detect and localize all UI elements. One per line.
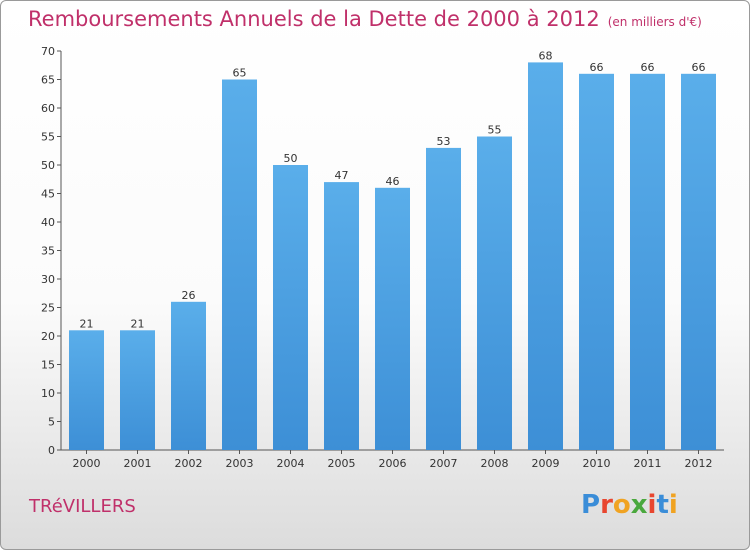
bar-2008 [477, 136, 512, 450]
y-tick-label: 65 [41, 74, 55, 87]
value-label-2012: 66 [692, 61, 706, 74]
value-label-2011: 66 [641, 61, 655, 74]
x-tick-label: 2007 [430, 457, 458, 470]
value-label-2006: 46 [386, 175, 400, 188]
logo-letter: o [612, 490, 631, 520]
bar-2011 [630, 73, 665, 451]
bar-2000 [69, 330, 104, 450]
bar-2012 [681, 73, 716, 451]
y-tick-label: 50 [41, 159, 55, 172]
x-tick-label: 2001 [124, 457, 152, 470]
y-tick-label: 70 [41, 45, 55, 58]
logo-letter: P [581, 490, 601, 520]
y-tick-label: 10 [41, 387, 55, 400]
x-tick-label: 2009 [532, 457, 560, 470]
value-label-2004: 50 [284, 152, 298, 165]
x-tick-label: 2004 [277, 457, 305, 470]
bar-2004 [273, 165, 308, 450]
value-label-2001: 21 [131, 317, 145, 330]
bar-2007 [426, 147, 461, 450]
y-tick-label: 0 [48, 444, 55, 457]
x-tick-label: 2011 [634, 457, 662, 470]
chart-title-text: Remboursements Annuels de la Dette de 20… [28, 7, 600, 31]
proxiti-logo: Proxiti [581, 490, 678, 520]
bar-2006 [375, 187, 410, 451]
y-tick-label: 60 [41, 102, 55, 115]
y-tick-label: 45 [41, 188, 55, 201]
x-tick-label: 2006 [379, 457, 407, 470]
logo-letter: i [647, 490, 657, 520]
bar-2003 [222, 79, 257, 450]
chart-bars [69, 62, 716, 451]
x-tick-label: 2012 [685, 457, 713, 470]
value-label-2009: 68 [539, 49, 553, 62]
value-label-2000: 21 [80, 317, 94, 330]
chart-title: Remboursements Annuels de la Dette de 20… [28, 7, 702, 31]
value-label-2007: 53 [437, 135, 451, 148]
bar-2009 [528, 62, 563, 451]
chart-subtitle: (en milliers d'€) [607, 15, 702, 29]
x-tick-label: 2008 [481, 457, 509, 470]
logo-letter: t [656, 490, 669, 520]
value-label-2003: 65 [233, 67, 247, 80]
logo-letter: r [600, 490, 613, 520]
y-tick-label: 15 [41, 359, 55, 372]
x-tick-label: 2002 [175, 457, 203, 470]
y-tick-label: 25 [41, 302, 55, 315]
logo-letter: x [630, 490, 648, 520]
chart-axes: 0 5 10 15 20 25 30 35 40 45 50 55 60 65 70 [41, 45, 724, 457]
y-tick-label: 30 [41, 273, 55, 286]
value-label-2005: 47 [335, 169, 349, 182]
value-label-2002: 26 [182, 289, 196, 302]
x-tick-label: 2003 [226, 457, 254, 470]
chart-labels: 2000 21 2001 21 2002 26 2003 65 2004 50 2005 47 2006… [73, 49, 713, 470]
bar-2001 [120, 330, 155, 450]
bar-2002 [171, 301, 206, 450]
value-label-2010: 66 [590, 61, 604, 74]
y-tick-label: 20 [41, 330, 55, 343]
x-tick-label: 2005 [328, 457, 356, 470]
y-tick-label: 5 [48, 416, 55, 429]
x-tick-label: 2000 [73, 457, 101, 470]
logo-letter: i [668, 490, 678, 520]
commune-name: TRéVILLERS [29, 496, 136, 517]
value-label-2008: 55 [488, 124, 502, 137]
x-tick-label: 2010 [583, 457, 611, 470]
bar-2005 [324, 182, 359, 450]
y-tick-label: 35 [41, 245, 55, 258]
y-tick-label: 55 [41, 131, 55, 144]
bar-2010 [579, 73, 614, 451]
y-tick-label: 40 [41, 216, 55, 229]
